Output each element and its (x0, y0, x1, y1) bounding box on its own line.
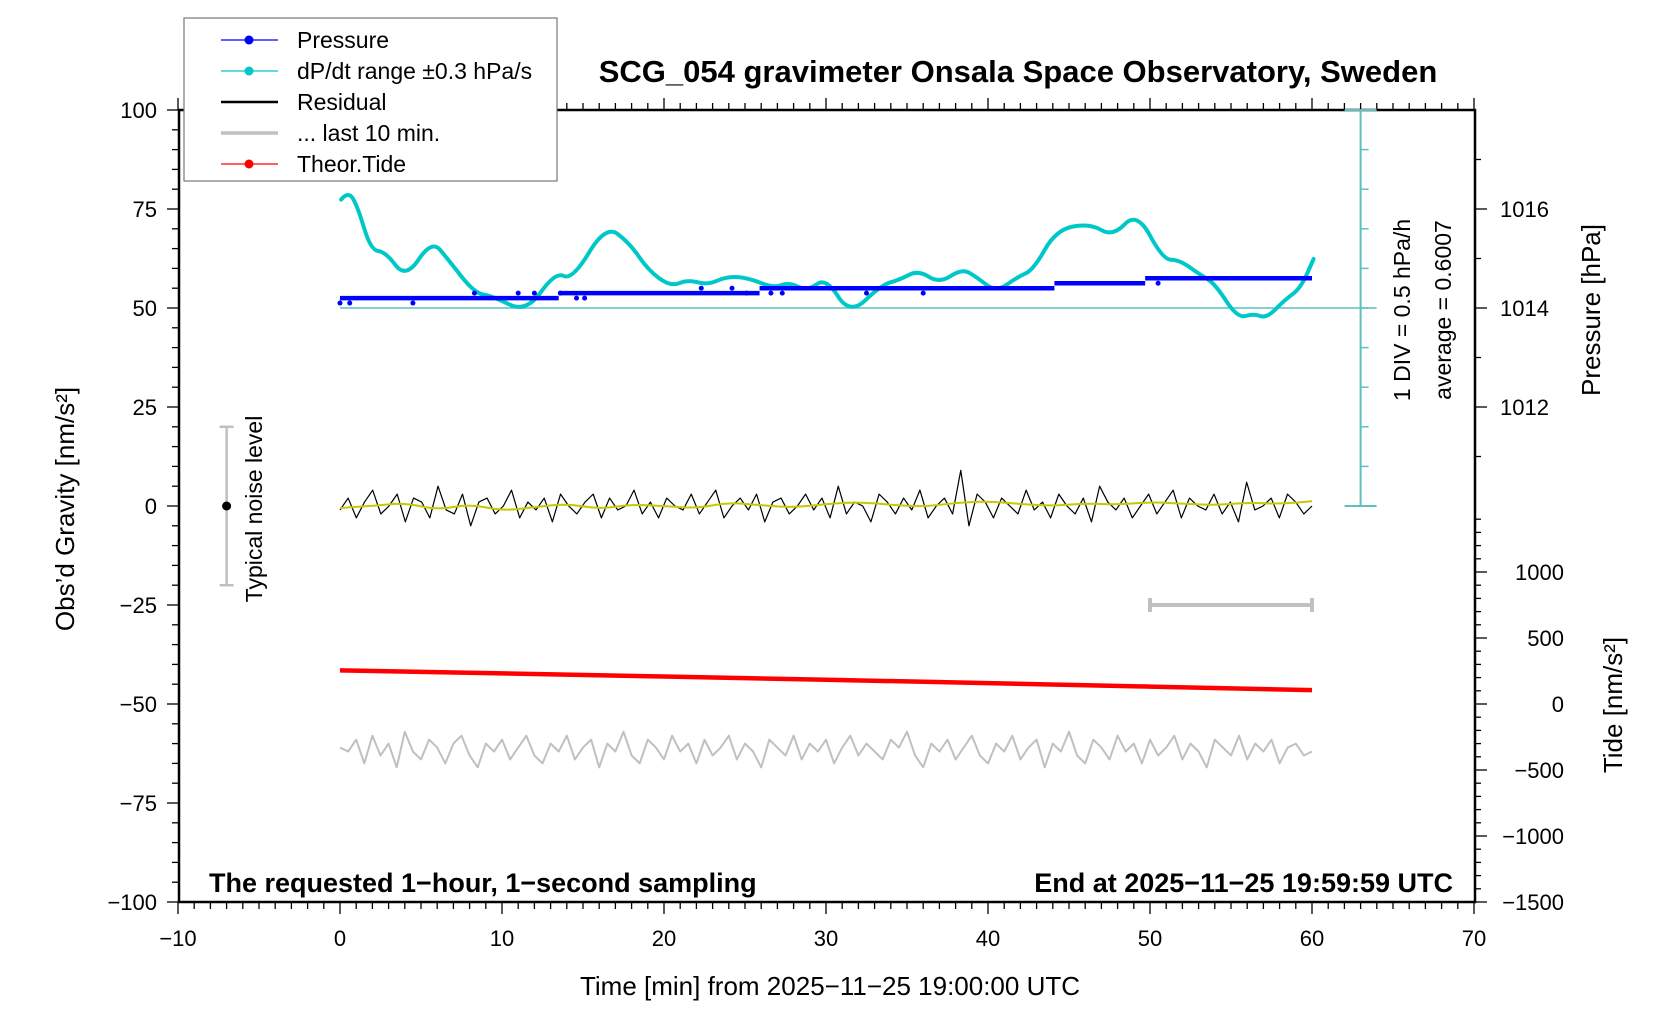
average-label: average = 0.6007 (1430, 220, 1456, 400)
legend-label: Pressure (297, 27, 389, 53)
pressure-point (1155, 280, 1161, 286)
pressure-point (864, 290, 869, 296)
pressure-point (347, 300, 353, 306)
y-tick-label: −75 (120, 791, 157, 816)
y-tick-label: 25 (133, 395, 157, 420)
pressure-point (698, 285, 704, 291)
x-tick-label: 10 (490, 926, 514, 951)
y-tick-label: −50 (120, 692, 157, 717)
data-marks (219, 193, 1316, 769)
x-tick-label: 50 (1138, 926, 1162, 951)
x-tick-label: 30 (814, 926, 838, 951)
dpdt-line (339, 193, 1316, 319)
x-tick-label: 40 (976, 926, 1000, 951)
pressure-tick-label: 1012 (1500, 395, 1549, 420)
pressure-point (574, 295, 580, 301)
tide-tick-label: 0 (1552, 692, 1564, 717)
tide-tick-label: 500 (1527, 626, 1564, 651)
legend: Pressure dP/dt range ±0.3 hPa/s Residual..… (183, 17, 558, 182)
y-tick-label: −25 (120, 593, 157, 618)
pressure-point (337, 300, 343, 306)
pressure-tick-label: 1016 (1500, 197, 1549, 222)
axes: −10 0 10 20 30 40 50 60 701007550250−25−50−75−10… (107, 98, 1564, 951)
pressure-point (531, 290, 537, 296)
pressure-point (515, 290, 521, 296)
y-tick-label: 0 (145, 494, 157, 519)
chart-title: SCG_054 gravimeter Onsala Space Observat… (599, 54, 1438, 89)
pressure-point (582, 295, 588, 301)
y-axis-label-pressure: Pressure [hPa] (1576, 224, 1606, 396)
pressure-tick-label: 1014 (1500, 296, 1549, 321)
sampling-note: The requested 1−hour, 1−second sampling (209, 868, 757, 898)
legend-marker (244, 35, 254, 45)
legend-label: Residual (297, 89, 387, 115)
y-axis-label-tide: Tide [nm/s²] (1598, 637, 1628, 773)
y-tick-label: −100 (107, 890, 157, 915)
pressure-point (768, 290, 774, 296)
plot-frame (177, 108, 1477, 904)
pressure-point (729, 285, 735, 291)
y-axis-label-gravity: Obs’d Gravity [nm/s²] (50, 387, 80, 631)
residual-line (339, 469, 1313, 527)
pressure-point (410, 300, 416, 306)
last10-line (339, 730, 1313, 769)
legend-label: Theor.Tide (297, 151, 406, 177)
y-tick-label: 75 (133, 197, 157, 222)
pressure-point (744, 290, 750, 296)
x-tick-label: 20 (652, 926, 676, 951)
pressure-point (471, 290, 477, 296)
pressure-point (920, 290, 926, 296)
tide-tick-label: −500 (1514, 758, 1564, 783)
end-time-note: End at 2025−11−25 19:59:59 UTC (1034, 868, 1453, 898)
legend-label: dP/dt range ±0.3 hPa/s (297, 58, 532, 84)
legend-label: ... last 10 min. (297, 120, 440, 146)
div-label: 1 DIV = 0.5 hPa/h (1389, 219, 1415, 401)
noise-level-point (222, 501, 232, 511)
tide-tick-label: 1000 (1515, 560, 1564, 585)
tide-tick-label: −1500 (1502, 890, 1564, 915)
tide-tick-label: −1000 (1502, 824, 1564, 849)
y-tick-label: 50 (133, 296, 157, 321)
pressure-point (557, 290, 563, 296)
legend-marker (244, 159, 254, 169)
noise-level-label: Typical noise level (241, 416, 267, 603)
legend-marker (244, 66, 254, 76)
x-tick-label: 70 (1462, 926, 1486, 951)
legend-box (183, 17, 558, 182)
residual-smoothed-line (339, 500, 1313, 511)
pressure-point (779, 290, 785, 296)
x-axis-label: Time [min] from 2025−11−25 19:00:00 UTC (580, 971, 1080, 1001)
x-tick-label: −10 (159, 926, 196, 951)
x-tick-label: 60 (1300, 926, 1324, 951)
x-tick-label: 0 (334, 926, 346, 951)
y-tick-label: 100 (120, 98, 157, 123)
